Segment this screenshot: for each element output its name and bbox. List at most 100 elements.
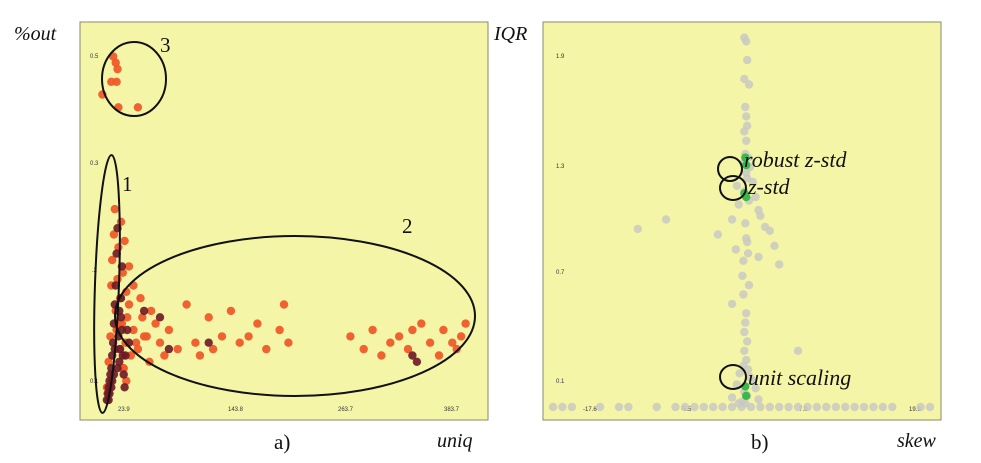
data-point-orange: [377, 351, 386, 360]
data-point-grey: [742, 112, 751, 121]
data-point-grey: [741, 219, 750, 228]
data-point-grey: [548, 402, 558, 412]
data-point-orange: [146, 306, 156, 316]
data-point-grey: [742, 309, 751, 318]
xtick-a-2: 263.7: [338, 407, 354, 413]
data-point-orange: [110, 204, 120, 214]
ytick-b-1: 1.3: [556, 164, 565, 170]
data-point-grey: [699, 402, 708, 412]
data-point-orange: [191, 338, 200, 347]
data-point-orange: [124, 300, 134, 309]
data-point-orange: [182, 300, 191, 309]
data-point-grey: [916, 402, 925, 412]
ellipse-label-1: 1: [122, 172, 133, 196]
data-point-grey: [743, 337, 752, 346]
data-point-dark: [139, 306, 149, 316]
points-b: [548, 33, 935, 412]
data-point-orange: [403, 344, 413, 354]
data-point-grey: [765, 226, 774, 235]
data-point-grey: [878, 402, 888, 412]
data-point-grey: [661, 215, 671, 224]
xtick-b-2: 7.0: [799, 407, 808, 413]
data-point-orange: [118, 268, 128, 277]
data-point-grey: [743, 237, 752, 247]
data-point-grey: [775, 260, 784, 269]
data-point-grey: [740, 127, 749, 136]
data-point-orange: [160, 351, 169, 360]
annotation-z-std: z-std: [747, 174, 791, 199]
data-point-grey: [754, 395, 763, 404]
data-point-orange: [112, 77, 121, 87]
data-point-grey: [748, 177, 757, 187]
data-point-grey: [740, 74, 749, 84]
data-point-orange: [195, 351, 205, 360]
data-point-grey: [727, 215, 737, 224]
data-point-grey: [859, 402, 869, 412]
data-point-grey: [756, 402, 765, 412]
data-point-grey: [713, 230, 723, 239]
data-point-grey: [740, 346, 749, 355]
data-point-orange: [124, 262, 134, 271]
data-point-dark: [408, 351, 417, 360]
data-point-grey: [732, 380, 741, 389]
ytick-a-1: 0.3: [90, 161, 99, 167]
data-point-grey: [831, 402, 840, 412]
caption-b: b): [751, 430, 769, 454]
data-point-grey: [652, 402, 661, 412]
data-point-grey: [671, 402, 680, 412]
data-point-orange: [138, 313, 147, 322]
data-point-grey: [614, 402, 624, 412]
data-point-orange: [394, 332, 404, 341]
data-point-orange: [346, 332, 355, 341]
data-point-dark: [112, 249, 121, 258]
data-point-grey: [803, 402, 812, 412]
data-point-orange: [120, 236, 129, 246]
ellipse-label-2: 2: [402, 214, 413, 238]
data-point-grey: [888, 402, 897, 412]
data-point-grey: [727, 402, 737, 412]
data-point-orange: [262, 344, 271, 354]
data-point-dark: [120, 383, 129, 392]
xtick-a-3: 383.7: [444, 407, 460, 413]
data-point-grey: [793, 346, 803, 355]
data-point-green: [742, 160, 751, 170]
ellipse-1: [93, 154, 121, 414]
data-point-grey: [739, 290, 748, 299]
data-point-dark: [412, 357, 422, 366]
data-point-grey: [718, 402, 727, 412]
data-point-dark: [155, 313, 165, 322]
data-point-dark: [111, 281, 120, 290]
data-point-orange: [129, 325, 138, 335]
data-point-grey: [739, 256, 748, 265]
data-point-orange: [151, 319, 160, 328]
data-point-orange: [253, 319, 262, 328]
data-point-orange: [368, 325, 377, 335]
data-point-orange: [217, 332, 227, 341]
data-point-orange: [284, 338, 293, 347]
data-point-grey: [567, 402, 577, 412]
ytick-b-2: 0.7: [556, 270, 565, 276]
data-point-grey: [751, 192, 760, 202]
data-point-green: [742, 391, 751, 400]
data-point-grey: [740, 327, 749, 337]
data-point-grey: [822, 402, 831, 412]
data-point-orange: [133, 344, 143, 354]
data-point-grey: [743, 249, 753, 258]
data-point-orange: [461, 319, 470, 328]
data-point-orange: [204, 313, 213, 322]
data-point-grey: [727, 299, 737, 309]
xtick-a-0: 23.9: [118, 407, 130, 413]
data-point-dark: [121, 351, 130, 360]
data-point-orange: [226, 306, 236, 316]
data-point-grey: [727, 393, 737, 402]
data-point-dark: [113, 364, 122, 373]
data-point-orange: [164, 325, 174, 335]
data-point-grey: [754, 252, 763, 262]
ellipse-3: [101, 41, 167, 117]
data-point-grey: [793, 402, 803, 412]
data-point-grey: [751, 384, 760, 393]
data-point-grey: [743, 55, 752, 65]
xtick-b-3: 19.3: [909, 407, 921, 413]
data-point-grey: [784, 402, 793, 412]
